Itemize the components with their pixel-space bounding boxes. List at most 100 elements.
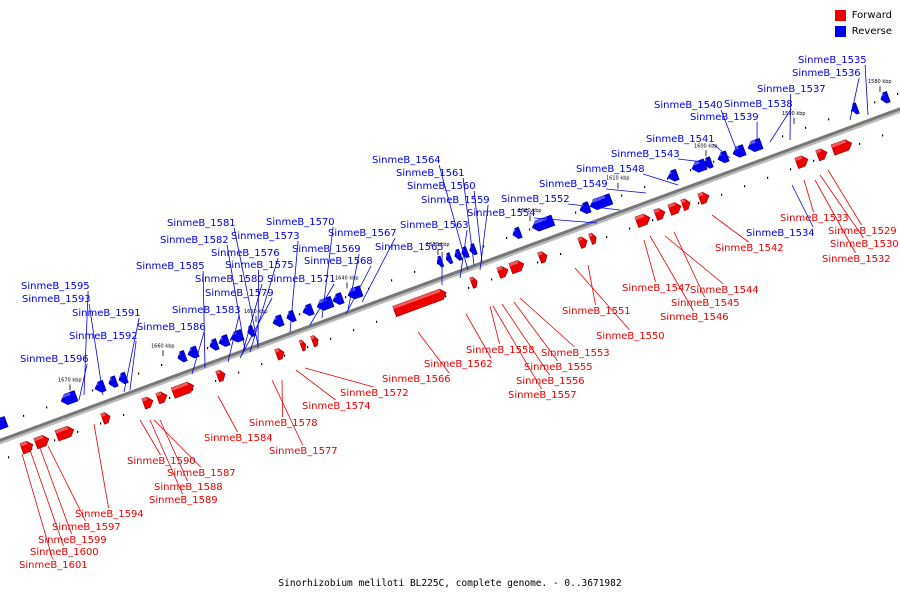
minor-tick [445, 295, 447, 298]
gene-labels: SinmeB_1535 SinmeB_1536 SinmeB_1537 SinmeB_… [19, 55, 899, 571]
gene-shape [815, 148, 828, 162]
scale-label: 1610 kbp [606, 176, 630, 182]
reverse-gene-label: SinmeB_1591 [72, 308, 141, 319]
gene-shape [667, 168, 680, 182]
reverse-gene-feature [666, 168, 680, 182]
forward-gene-feature [588, 232, 597, 245]
reverse-leader-line [241, 283, 263, 356]
forward-gene-label: SinmeB_1577 [269, 446, 338, 457]
reverse-gene-feature [59, 390, 79, 406]
forward-gene-label: SinmeB_1551 [562, 306, 631, 317]
forward-leader-line [814, 179, 856, 254]
gene-highlight [116, 373, 122, 378]
reverse-gene-feature [435, 255, 445, 268]
gene-shape [209, 338, 220, 351]
gene-shape [589, 193, 614, 211]
forward-leader-line [673, 231, 705, 298]
reverse-gene-label: SinmeB_1596 [20, 354, 89, 365]
reverse-gene-feature [93, 379, 107, 393]
forward-gene-label: SinmeB_1550 [596, 331, 665, 342]
reverse-gene-label: SinmeB_1580 [195, 274, 264, 285]
reverse-gene-label: SinmeB_1565 [375, 242, 444, 253]
forward-gene-feature [537, 251, 548, 264]
reverse-leader-line [459, 229, 468, 279]
gene-highlight [452, 250, 457, 254]
reverse-leader-line [789, 93, 791, 141]
reverse-gene-feature [444, 252, 454, 265]
scale-label: 1590 kbp [782, 111, 806, 117]
forward-leader-line [153, 419, 201, 468]
gene-shape [108, 375, 119, 388]
reverse-gene-label: SinmeB_1571 [267, 274, 336, 285]
reverse-gene-label: SinmeB_1576 [211, 248, 280, 259]
reverse-gene-label: SinmeB_1536 [792, 68, 861, 79]
forward-gene-feature [19, 440, 34, 455]
gene-highlight [878, 92, 884, 98]
gene-shape [667, 202, 682, 216]
forward-leader-line [159, 419, 188, 482]
reverse-leader-line [83, 290, 89, 396]
minor-tick [537, 261, 539, 264]
gene-shape [19, 440, 34, 455]
scale-label: 1660 kbp [151, 343, 175, 349]
gene-highlight [794, 155, 803, 162]
forward-gene-label: SinmeB_1589 [149, 495, 218, 506]
minor-tick [77, 430, 79, 433]
reverse-gene-feature [878, 91, 891, 104]
gene-shape [54, 425, 75, 442]
reverse-leader-line [606, 188, 647, 194]
forward-leader-line [417, 331, 450, 374]
reverse-gene-label: SinmeB_1552 [501, 194, 570, 205]
reverse-gene-feature [207, 338, 220, 351]
forward-gene-label: SinmeB_1562 [424, 359, 493, 370]
forward-gene-feature [508, 260, 525, 275]
reverse-leader-line [345, 265, 372, 315]
reverse-gene-label: SinmeB_1535 [798, 55, 867, 66]
gene-highlight [207, 339, 213, 345]
minor-tick [391, 279, 393, 282]
gene-highlight [537, 251, 543, 256]
gene-shape [588, 232, 597, 245]
minor-tick [376, 320, 378, 323]
forward-gene-feature [496, 265, 509, 279]
scale-label: 1640 kbp [335, 276, 359, 282]
reverse-gene-feature [731, 144, 747, 158]
forward-gene-label: SinmeB_1584 [204, 433, 273, 444]
reverse-gene-feature [452, 248, 463, 261]
gene-shape [830, 139, 853, 156]
gene-shape [454, 248, 463, 261]
forward-gene-feature [215, 369, 226, 383]
minor-tick [192, 388, 194, 391]
scale-label: 1670 kbp [58, 378, 82, 384]
minor-tick [307, 346, 309, 349]
scale-label: 1620 kbp [518, 208, 542, 214]
gene-shape [445, 252, 454, 265]
minor-tick [261, 363, 263, 366]
gene-shape [577, 236, 588, 249]
reverse-gene-label: SinmeB_1573 [231, 231, 300, 242]
forward-gene-feature [298, 339, 307, 352]
forward-gene-feature [577, 236, 588, 249]
reverse-gene-label: SinmeB_1539 [690, 112, 759, 123]
forward-leader-line [711, 214, 749, 243]
forward-leader-line [489, 305, 500, 345]
minor-tick [161, 364, 163, 367]
gene-highlight [469, 276, 474, 281]
reverse-gene-label: SinmeB_1592 [69, 331, 138, 342]
forward-leader-line [149, 419, 183, 495]
gene-shape [187, 345, 200, 359]
minor-tick [529, 228, 531, 231]
reverse-gene-label: SinmeB_1570 [266, 217, 335, 228]
gene-shape [100, 412, 111, 425]
reverse-gene-label: SinmeB_1567 [328, 228, 397, 239]
reverse-leader-line [239, 297, 273, 359]
reverse-swatch [834, 25, 846, 37]
gene-highlight [217, 336, 223, 341]
legend-reverse-label: Reverse [851, 25, 892, 37]
reverse-leader-line [864, 64, 869, 116]
forward-gene-feature [830, 139, 853, 156]
forward-gene-label: SinmeB_1578 [249, 418, 318, 429]
gene-highlight [510, 228, 516, 233]
reverse-gene-label: SinmeB_1554 [467, 208, 536, 219]
genome-caption: Sinorhizobium meliloti BL225C, complete … [278, 578, 622, 589]
